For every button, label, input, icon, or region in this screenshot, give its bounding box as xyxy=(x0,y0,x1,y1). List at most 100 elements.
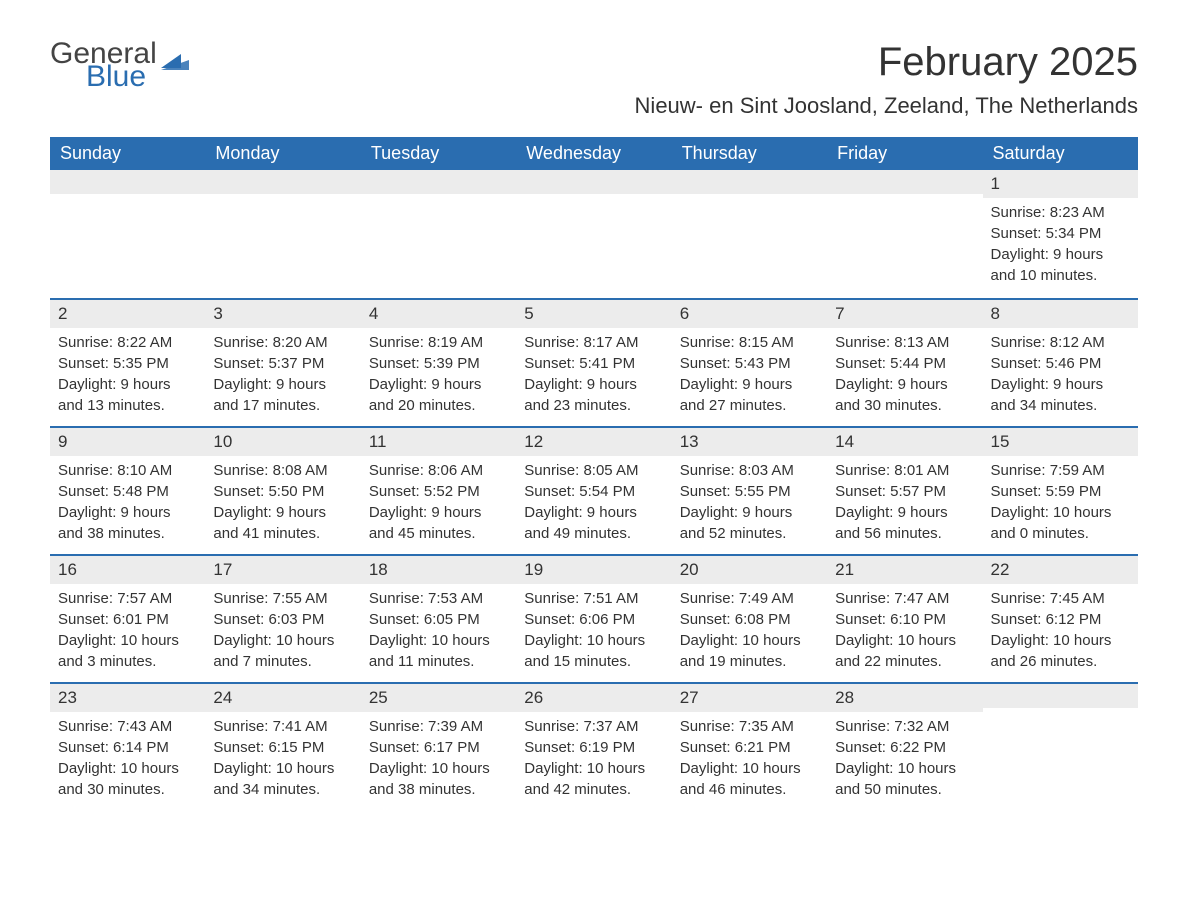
day-number xyxy=(50,170,205,194)
day-daylight2: and 30 minutes. xyxy=(58,779,197,800)
day-sunset: Sunset: 6:19 PM xyxy=(524,737,663,758)
day-cell: 11Sunrise: 8:06 AMSunset: 5:52 PMDayligh… xyxy=(361,428,516,554)
day-number: 6 xyxy=(672,300,827,328)
day-daylight2: and 7 minutes. xyxy=(213,651,352,672)
day-number: 1 xyxy=(983,170,1138,198)
day-sunset: Sunset: 5:41 PM xyxy=(524,353,663,374)
day-sunset: Sunset: 5:57 PM xyxy=(835,481,974,502)
day-sunrise: Sunrise: 8:22 AM xyxy=(58,332,197,353)
day-number: 5 xyxy=(516,300,671,328)
day-daylight1: Daylight: 9 hours xyxy=(524,374,663,395)
day-daylight1: Daylight: 9 hours xyxy=(58,374,197,395)
day-number xyxy=(827,170,982,194)
day-number: 4 xyxy=(361,300,516,328)
day-cell: 16Sunrise: 7:57 AMSunset: 6:01 PMDayligh… xyxy=(50,556,205,682)
day-daylight2: and 38 minutes. xyxy=(58,523,197,544)
day-sunset: Sunset: 6:15 PM xyxy=(213,737,352,758)
day-daylight1: Daylight: 10 hours xyxy=(213,758,352,779)
day-sunset: Sunset: 6:22 PM xyxy=(835,737,974,758)
day-sunset: Sunset: 5:44 PM xyxy=(835,353,974,374)
day-daylight1: Daylight: 10 hours xyxy=(524,758,663,779)
day-sunset: Sunset: 5:52 PM xyxy=(369,481,508,502)
day-cell: 5 Sunrise: 8:17 AMSunset: 5:41 PMDaylight… xyxy=(516,300,671,426)
month-title: February 2025 xyxy=(635,40,1138,85)
day-number: 26 xyxy=(516,684,671,712)
day-sunrise: Sunrise: 8:12 AM xyxy=(991,332,1130,353)
day-daylight1: Daylight: 10 hours xyxy=(369,630,508,651)
day-cell xyxy=(516,170,671,298)
day-number xyxy=(983,684,1138,708)
day-number: 16 xyxy=(50,556,205,584)
day-daylight2: and 11 minutes. xyxy=(369,651,508,672)
day-cell: 10Sunrise: 8:08 AMSunset: 5:50 PMDayligh… xyxy=(205,428,360,554)
day-sunrise: Sunrise: 7:37 AM xyxy=(524,716,663,737)
day-cell: 12Sunrise: 8:05 AMSunset: 5:54 PMDayligh… xyxy=(516,428,671,554)
day-number: 24 xyxy=(205,684,360,712)
day-sunrise: Sunrise: 7:45 AM xyxy=(991,588,1130,609)
dayheader: Friday xyxy=(827,137,982,170)
page-header: General Blue February 2025 Nieuw- en Sin… xyxy=(50,40,1138,119)
day-cell: 20Sunrise: 7:49 AMSunset: 6:08 PMDayligh… xyxy=(672,556,827,682)
day-sunrise: Sunrise: 7:39 AM xyxy=(369,716,508,737)
day-cell: 15Sunrise: 7:59 AMSunset: 5:59 PMDayligh… xyxy=(983,428,1138,554)
day-sunrise: Sunrise: 7:53 AM xyxy=(369,588,508,609)
week-row: 9Sunrise: 8:10 AMSunset: 5:48 PMDaylight… xyxy=(50,426,1138,554)
day-daylight2: and 49 minutes. xyxy=(524,523,663,544)
day-sunrise: Sunrise: 8:13 AM xyxy=(835,332,974,353)
day-cell xyxy=(672,170,827,298)
day-daylight1: Daylight: 9 hours xyxy=(835,502,974,523)
day-number xyxy=(672,170,827,194)
day-cell xyxy=(50,170,205,298)
day-sunset: Sunset: 6:14 PM xyxy=(58,737,197,758)
day-daylight1: Daylight: 9 hours xyxy=(213,374,352,395)
day-daylight1: Daylight: 9 hours xyxy=(369,374,508,395)
day-sunrise: Sunrise: 8:17 AM xyxy=(524,332,663,353)
day-daylight1: Daylight: 9 hours xyxy=(991,374,1130,395)
day-number: 18 xyxy=(361,556,516,584)
day-sunrise: Sunrise: 8:19 AM xyxy=(369,332,508,353)
day-daylight2: and 34 minutes. xyxy=(991,395,1130,416)
day-cell xyxy=(983,684,1138,810)
day-cell: 8Sunrise: 8:12 AMSunset: 5:46 PMDaylight… xyxy=(983,300,1138,426)
day-cell xyxy=(361,170,516,298)
day-number: 2 xyxy=(50,300,205,328)
day-cell: 25Sunrise: 7:39 AMSunset: 6:17 PMDayligh… xyxy=(361,684,516,810)
day-daylight1: Daylight: 10 hours xyxy=(835,630,974,651)
day-daylight1: Daylight: 9 hours xyxy=(213,502,352,523)
day-cell: 6Sunrise: 8:15 AMSunset: 5:43 PMDaylight… xyxy=(672,300,827,426)
logo-text: General Blue xyxy=(50,40,157,91)
day-sunrise: Sunrise: 8:20 AM xyxy=(213,332,352,353)
day-daylight2: and 23 minutes. xyxy=(524,395,663,416)
day-number: 7 xyxy=(827,300,982,328)
day-cell: 27Sunrise: 7:35 AMSunset: 6:21 PMDayligh… xyxy=(672,684,827,810)
day-sunset: Sunset: 5:55 PM xyxy=(680,481,819,502)
day-number xyxy=(516,170,671,194)
day-daylight2: and 17 minutes. xyxy=(213,395,352,416)
day-daylight1: Daylight: 9 hours xyxy=(835,374,974,395)
day-daylight1: Daylight: 9 hours xyxy=(369,502,508,523)
week-row: 2Sunrise: 8:22 AMSunset: 5:35 PMDaylight… xyxy=(50,298,1138,426)
day-daylight1: Daylight: 10 hours xyxy=(991,502,1130,523)
day-number: 22 xyxy=(983,556,1138,584)
week-row: 16Sunrise: 7:57 AMSunset: 6:01 PMDayligh… xyxy=(50,554,1138,682)
day-number: 19 xyxy=(516,556,671,584)
day-sunset: Sunset: 5:46 PM xyxy=(991,353,1130,374)
day-number: 23 xyxy=(50,684,205,712)
day-daylight2: and 41 minutes. xyxy=(213,523,352,544)
day-cell: 4Sunrise: 8:19 AMSunset: 5:39 PMDaylight… xyxy=(361,300,516,426)
day-number: 15 xyxy=(983,428,1138,456)
day-daylight1: Daylight: 10 hours xyxy=(213,630,352,651)
day-daylight1: Daylight: 10 hours xyxy=(835,758,974,779)
day-sunset: Sunset: 5:34 PM xyxy=(991,223,1130,244)
day-cell: 26 Sunrise: 7:37 AMSunset: 6:19 PMDayligh… xyxy=(516,684,671,810)
day-daylight1: Daylight: 10 hours xyxy=(58,630,197,651)
day-number: 28 xyxy=(827,684,982,712)
day-daylight2: and 42 minutes. xyxy=(524,779,663,800)
day-cell: 14Sunrise: 8:01 AMSunset: 5:57 PMDayligh… xyxy=(827,428,982,554)
day-number: 14 xyxy=(827,428,982,456)
day-daylight2: and 27 minutes. xyxy=(680,395,819,416)
day-sunset: Sunset: 6:21 PM xyxy=(680,737,819,758)
day-cell: 17Sunrise: 7:55 AMSunset: 6:03 PMDayligh… xyxy=(205,556,360,682)
day-number: 20 xyxy=(672,556,827,584)
day-daylight2: and 3 minutes. xyxy=(58,651,197,672)
